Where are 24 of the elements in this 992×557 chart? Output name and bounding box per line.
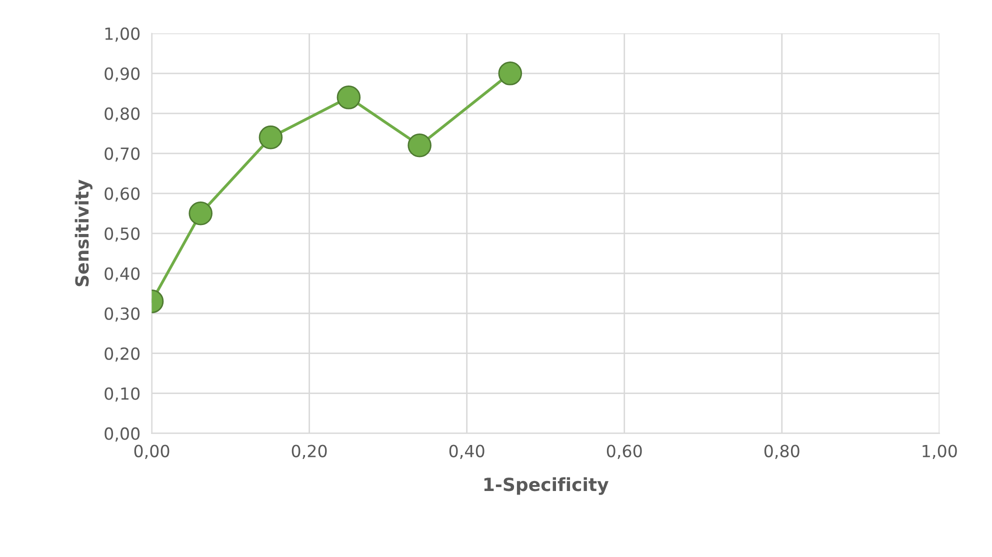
y-tick-label: 0,40 bbox=[104, 267, 140, 282]
x-tick-label: 0,80 bbox=[764, 444, 800, 460]
y-tick-label: 0,30 bbox=[104, 307, 140, 322]
x-tick-label: 0,20 bbox=[292, 444, 327, 460]
x-tick-label: 1,00 bbox=[922, 444, 957, 460]
x-tick-label: 0,00 bbox=[134, 444, 170, 460]
y-tick-label: 0,10 bbox=[104, 387, 140, 402]
y-tick-label: 0,60 bbox=[104, 187, 140, 202]
y-tick-label: 0,90 bbox=[104, 67, 140, 82]
y-tick-label: 0,00 bbox=[104, 427, 140, 442]
point bbox=[408, 134, 432, 158]
y-tick-label: 0,70 bbox=[104, 147, 140, 162]
point bbox=[188, 201, 212, 226]
point bbox=[336, 86, 361, 110]
y-tick-label: 0,20 bbox=[104, 347, 140, 362]
x-tick-label: 0,60 bbox=[606, 444, 642, 460]
x-tick-label: 0,40 bbox=[449, 444, 484, 460]
y-axis-title: Sensitivity bbox=[74, 180, 92, 286]
point bbox=[498, 62, 522, 86]
y-tick-label: 0,80 bbox=[104, 107, 140, 122]
point bbox=[258, 126, 283, 150]
x-axis-title: 1-Specificity bbox=[484, 477, 609, 495]
y-tick-label: 0,50 bbox=[104, 227, 140, 242]
y-tick-label: 1,00 bbox=[105, 27, 140, 42]
